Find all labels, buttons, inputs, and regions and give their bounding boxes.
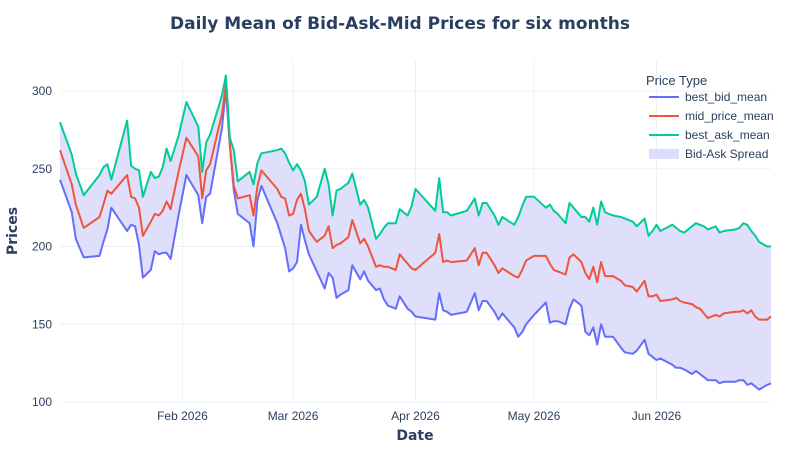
y-tick-label: 250 — [32, 162, 52, 176]
y-tick-label: 200 — [32, 240, 52, 254]
legend-title: Price Type — [646, 73, 707, 88]
legend-label: Bid-Ask Spread — [685, 147, 768, 161]
series-line-best-ask-mean — [59, 74, 771, 248]
series-line-mid-price-mean — [59, 83, 772, 321]
legend-label: best_ask_mean — [685, 128, 770, 142]
legend-label: best_bid_mean — [685, 90, 767, 104]
spread-area — [60, 75, 771, 390]
legend: Price Type best_bid_mean mid_price_meanbe… — [646, 73, 774, 161]
y-tick-label: 150 — [32, 317, 52, 331]
x-tick-label: Feb 2026 — [157, 409, 208, 423]
chart-title: Daily Mean of Bid-Ask-Mid Prices for six… — [170, 14, 630, 34]
series-lines — [59, 74, 772, 391]
x-tick-label: Apr 2026 — [391, 409, 440, 423]
series-line-best-bid-mean — [59, 88, 772, 391]
y-tick-label: 100 — [32, 395, 52, 409]
x-tick-label: May 2026 — [508, 409, 561, 423]
axes: 100 150 200 250 300 Feb 2026 Mar 2026 Apr 2026 M… — [32, 84, 681, 423]
x-tick-label: Mar 2026 — [268, 409, 319, 423]
x-tick-label: Jun 2026 — [632, 409, 682, 423]
y-tick-label: 300 — [32, 84, 52, 98]
legend-swatch — [649, 149, 679, 159]
legend-label: mid_price_mean — [685, 109, 774, 123]
bid-ask-spread-area — [60, 75, 771, 390]
x-axis-title: Date — [396, 428, 433, 444]
y-axis-title: Prices — [5, 207, 21, 255]
